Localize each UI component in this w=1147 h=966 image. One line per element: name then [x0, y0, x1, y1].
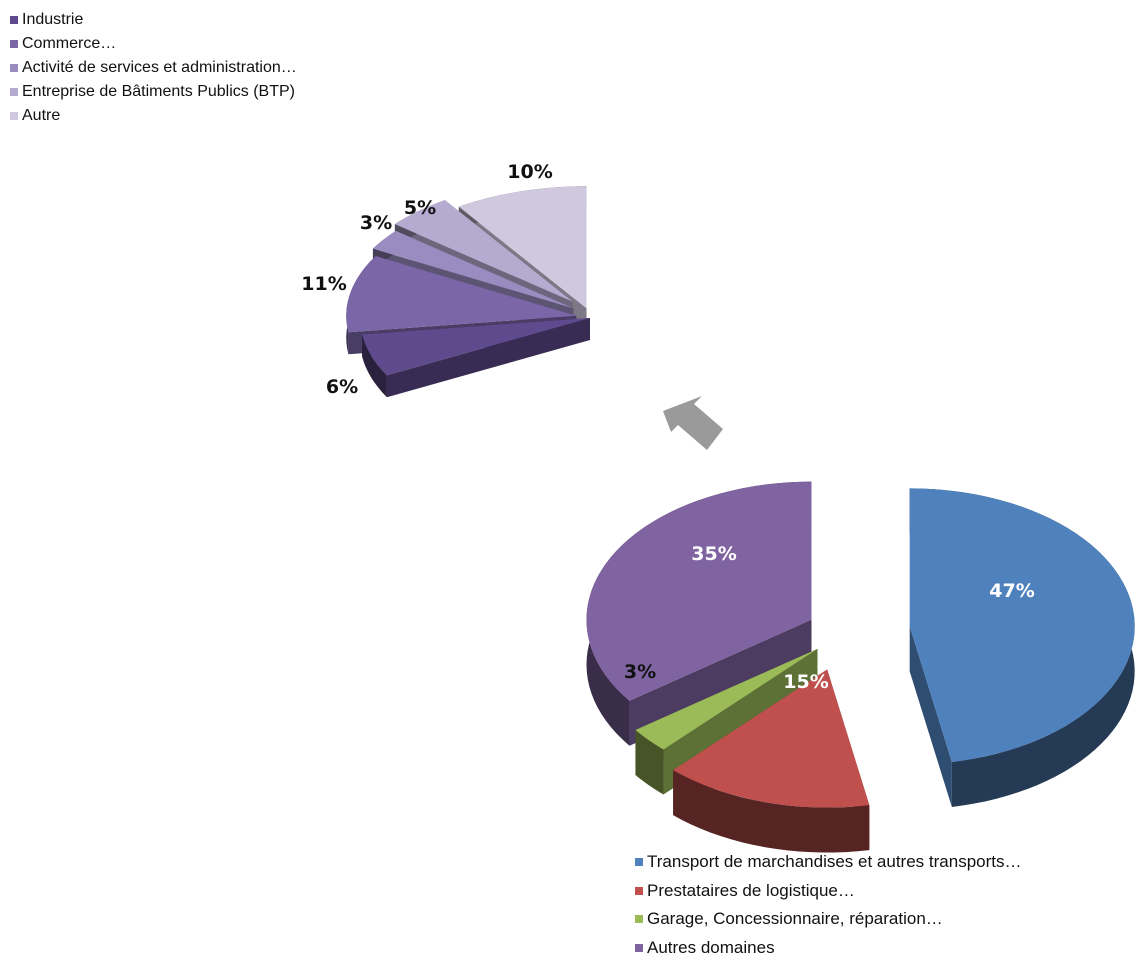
data-label-transport-de-marchandises-et-autres-transports: 47% [989, 580, 1034, 602]
top-legend-item-autre: Autre [10, 104, 297, 128]
legend-swatch [635, 943, 643, 952]
bottom-legend-item-transport-de-marchandises-et-autres-transports: Transport de marchandises et autres tran… [635, 848, 1021, 877]
data-label-entreprise-de-batiments-publics-btp: 5% [404, 197, 436, 219]
legend-top: Industrie Commerce… Activité de services e… [10, 8, 297, 128]
legend-swatch [10, 112, 18, 120]
data-label-activite-de-services-et-administration: 3% [360, 212, 392, 234]
data-label-autre: 10% [507, 161, 552, 183]
pie-chart-activity-sectors: 47% 15% 3% 35% [586, 481, 1135, 853]
data-label-industrie: 6% [326, 376, 358, 398]
arrow-icon [663, 396, 723, 450]
legend-label: Autres domaines [647, 937, 775, 957]
bottom-legend-item-prestataires-de-logistique: Prestataires de logistique… [635, 877, 1021, 906]
legend-label: Industrie [22, 11, 84, 28]
legend-swatch [10, 16, 18, 24]
bottom-legend-item-garage-concessionnaire-reparation: Garage, Concessionnaire, réparation… [635, 905, 1021, 934]
slice-industrie [362, 318, 590, 398]
slice-prestataires-de-logistique [673, 669, 870, 853]
data-label-prestataires-de-logistique: 15% [783, 671, 828, 693]
bottom-legend-item-autres-domaines: Autres domaines [635, 934, 1021, 963]
data-label-garage-concessionnaire-reparation: 3% [624, 661, 656, 683]
legend-swatch [635, 915, 643, 924]
pie-chart-other-domains-breakdown: 6% 11% 3% 5% 10% [301, 161, 590, 398]
top-legend-item-entreprise-de-batiments-publics-btp: Entreprise de Bâtiments Publics (BTP) [10, 80, 297, 104]
legend-label: Entreprise de Bâtiments Publics (BTP) [22, 83, 295, 100]
legend-label: Autre [22, 107, 61, 124]
legend-label: Commerce… [22, 35, 117, 52]
top-legend-item-activite-de-services-et-administration: Activité de services et administration… [10, 56, 297, 80]
legend-swatch [10, 64, 18, 72]
legend-label: Transport de marchandises et autres tran… [647, 852, 1022, 871]
top-legend-item-industrie: Industrie [10, 8, 297, 32]
legend-label: Prestataires de logistique… [647, 880, 855, 900]
legend-swatch [10, 88, 18, 96]
legend-label: Garage, Concessionnaire, réparation… [647, 909, 943, 928]
legend-swatch [10, 40, 18, 48]
legend-swatch [635, 886, 643, 895]
legend-swatch [635, 858, 643, 867]
top-legend-item-commerce: Commerce… [10, 32, 297, 56]
legend-bottom: Transport de marchandises et autres tran… [635, 848, 1021, 962]
slice-transport-de-marchandises-et-autres-transports [909, 488, 1135, 807]
data-label-autres-domaines: 35% [691, 543, 736, 565]
data-label-commerce: 11% [301, 273, 346, 295]
legend-label: Activité de services et administration… [22, 59, 297, 76]
